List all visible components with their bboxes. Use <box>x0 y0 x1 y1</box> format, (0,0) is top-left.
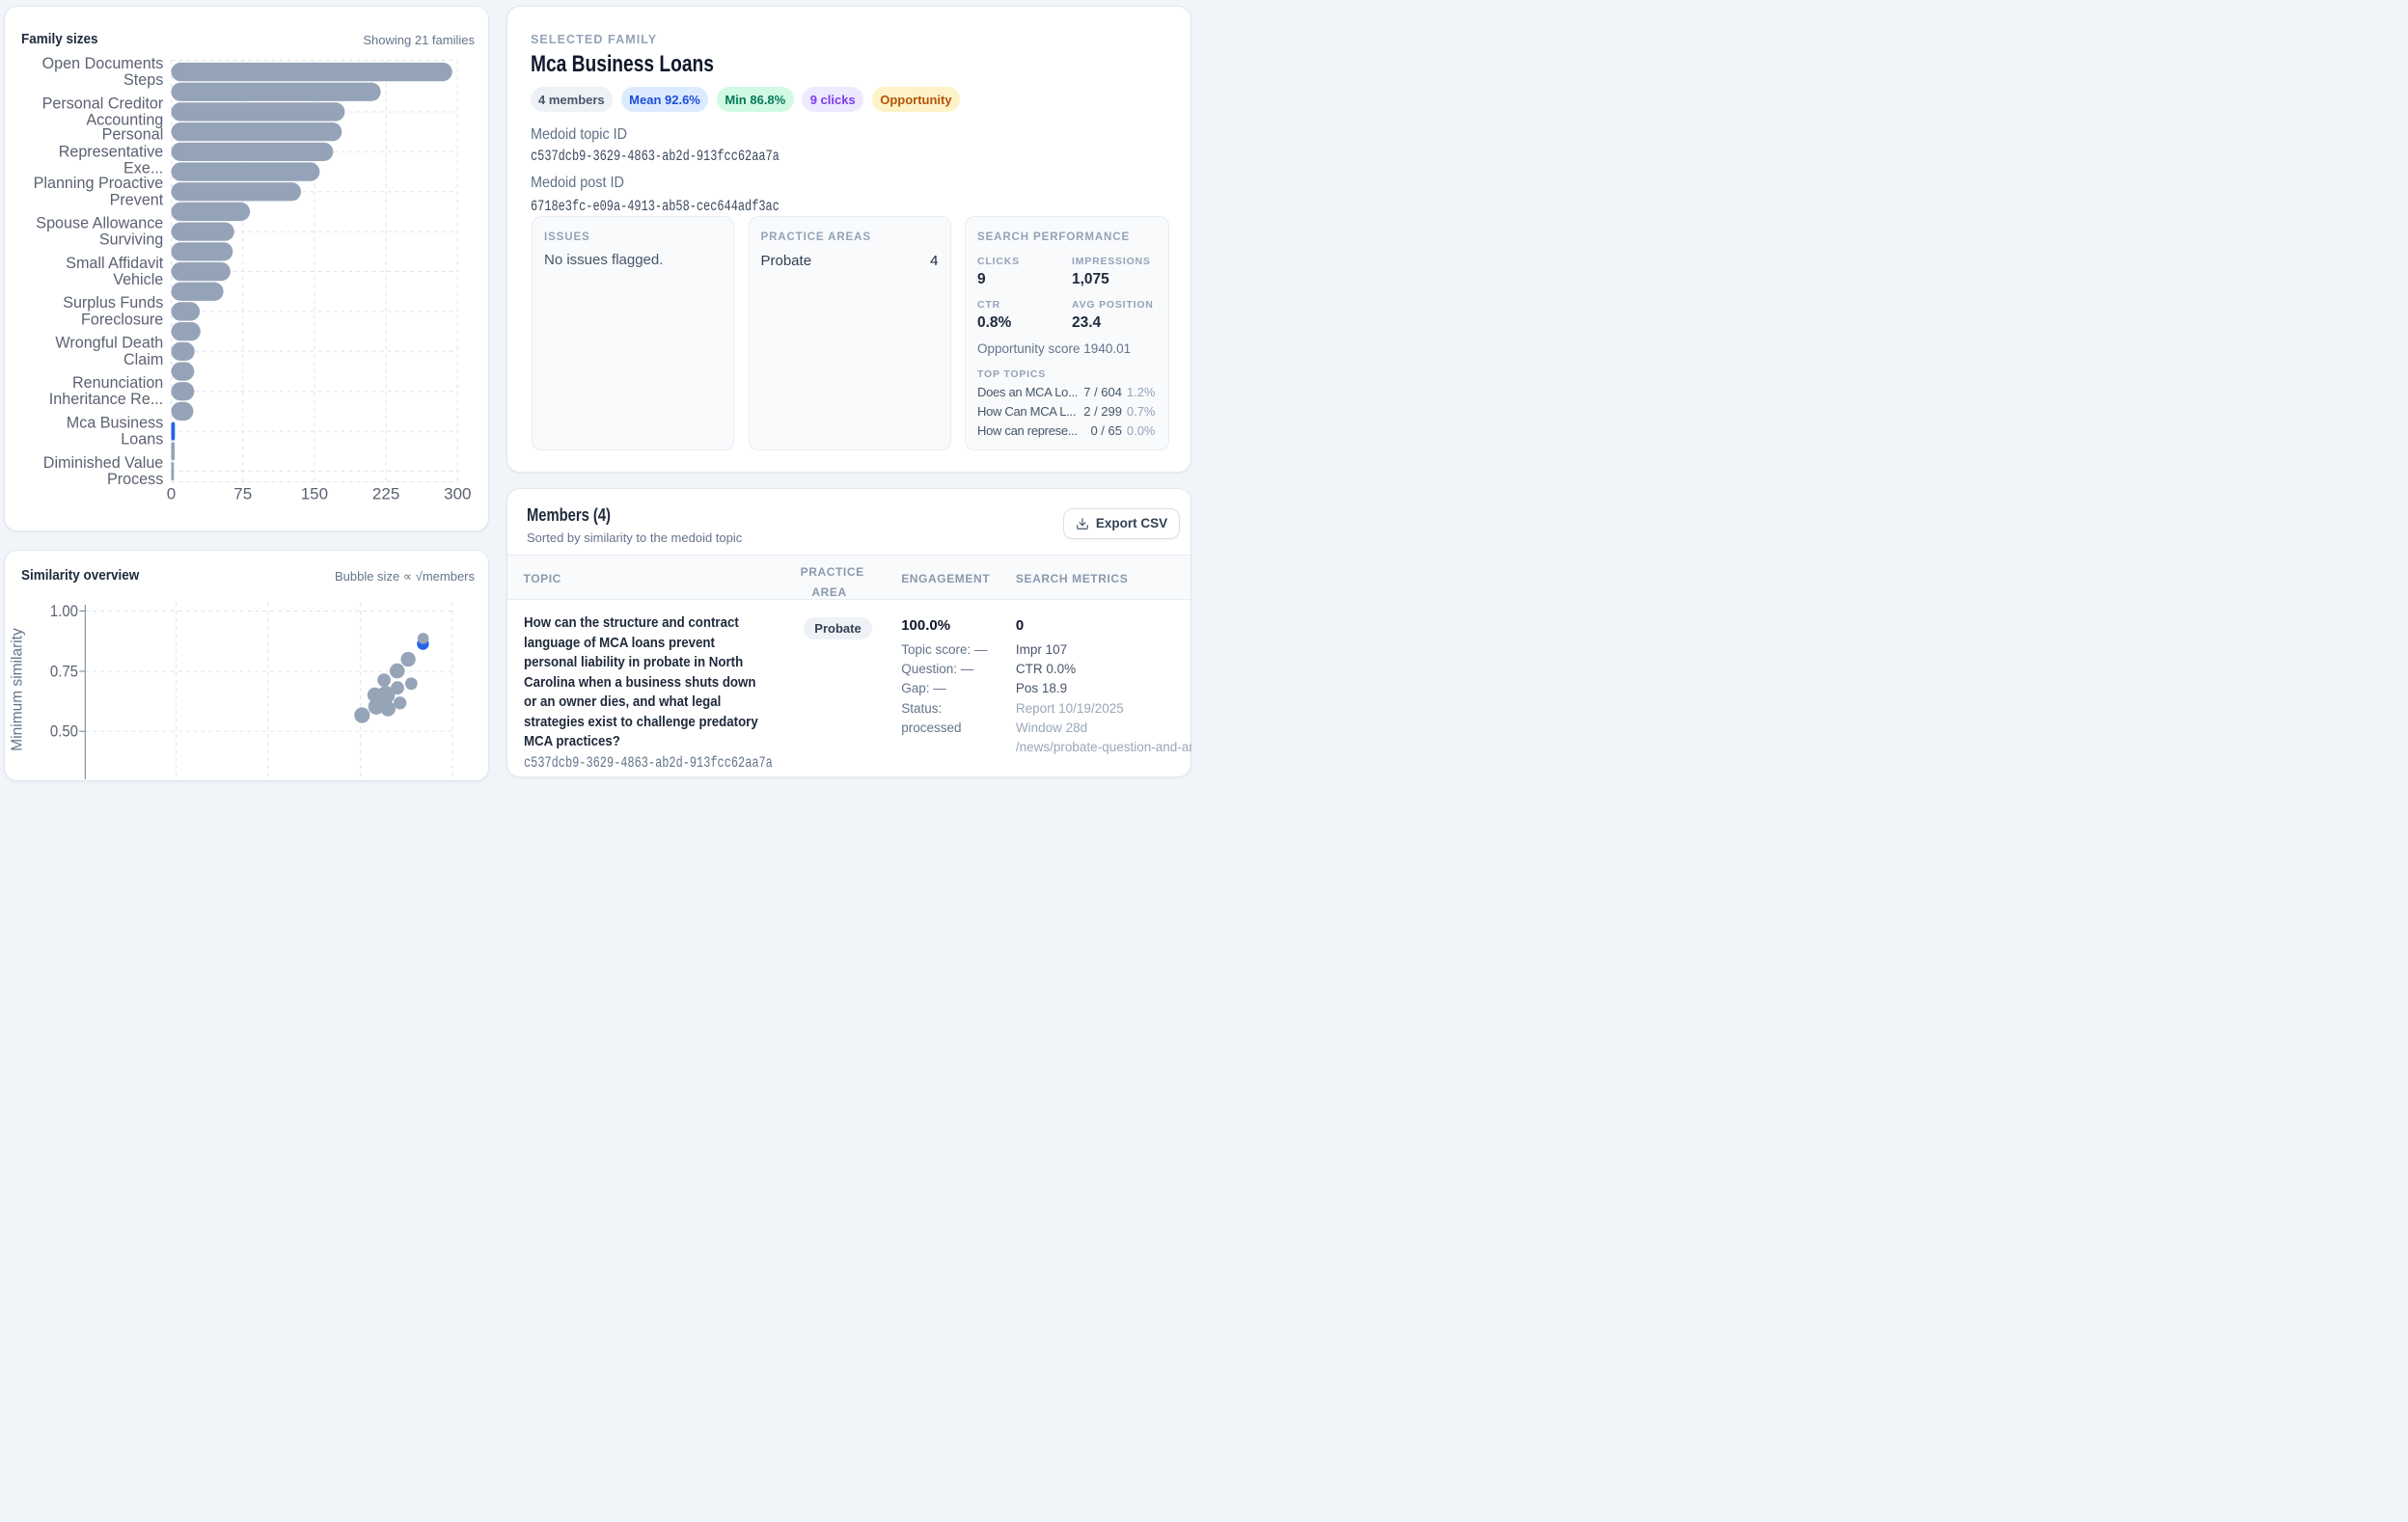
svg-text:Inheritance Re...: Inheritance Re... <box>49 390 164 408</box>
svg-text:75: 75 <box>233 485 252 503</box>
svg-text:Mca Business: Mca Business <box>67 413 164 431</box>
svg-text:Accounting: Accounting <box>86 111 163 129</box>
svg-text:Process: Process <box>107 470 163 488</box>
svg-text:Personal: Personal <box>102 125 164 144</box>
svg-text:Personal Creditor: Personal Creditor <box>42 94 164 112</box>
svg-text:Wrongful Death: Wrongful Death <box>55 334 163 352</box>
svg-text:Surplus Funds: Surplus Funds <box>63 293 163 312</box>
svg-text:Small Affidavit: Small Affidavit <box>66 254 163 272</box>
svg-text:Claim: Claim <box>123 350 163 368</box>
svg-text:Representative: Representative <box>59 142 164 160</box>
svg-text:Foreclosure: Foreclosure <box>81 310 163 328</box>
svg-text:0.50: 0.50 <box>50 721 78 740</box>
svg-text:Planning Proactive: Planning Proactive <box>34 174 164 192</box>
svg-text:Surviving: Surviving <box>99 231 163 249</box>
svg-text:Spouse Allowance: Spouse Allowance <box>36 214 163 232</box>
svg-text:0: 0 <box>167 485 176 503</box>
svg-text:150: 150 <box>301 485 328 503</box>
svg-text:Prevent: Prevent <box>110 190 164 208</box>
svg-text:Minimum similarity: Minimum similarity <box>10 628 26 751</box>
svg-text:Vehicle: Vehicle <box>113 270 163 288</box>
svg-text:Loans: Loans <box>121 430 163 448</box>
svg-text:Steps: Steps <box>123 70 163 89</box>
svg-text:0.75: 0.75 <box>50 662 78 680</box>
svg-text:Open Documents: Open Documents <box>42 54 164 72</box>
svg-text:Diminished Value: Diminished Value <box>43 453 164 472</box>
svg-text:Exe...: Exe... <box>123 159 163 177</box>
svg-text:1.00: 1.00 <box>50 602 78 620</box>
svg-text:225: 225 <box>372 485 399 503</box>
svg-text:Renunciation: Renunciation <box>72 373 163 392</box>
svg-text:300: 300 <box>444 485 471 503</box>
